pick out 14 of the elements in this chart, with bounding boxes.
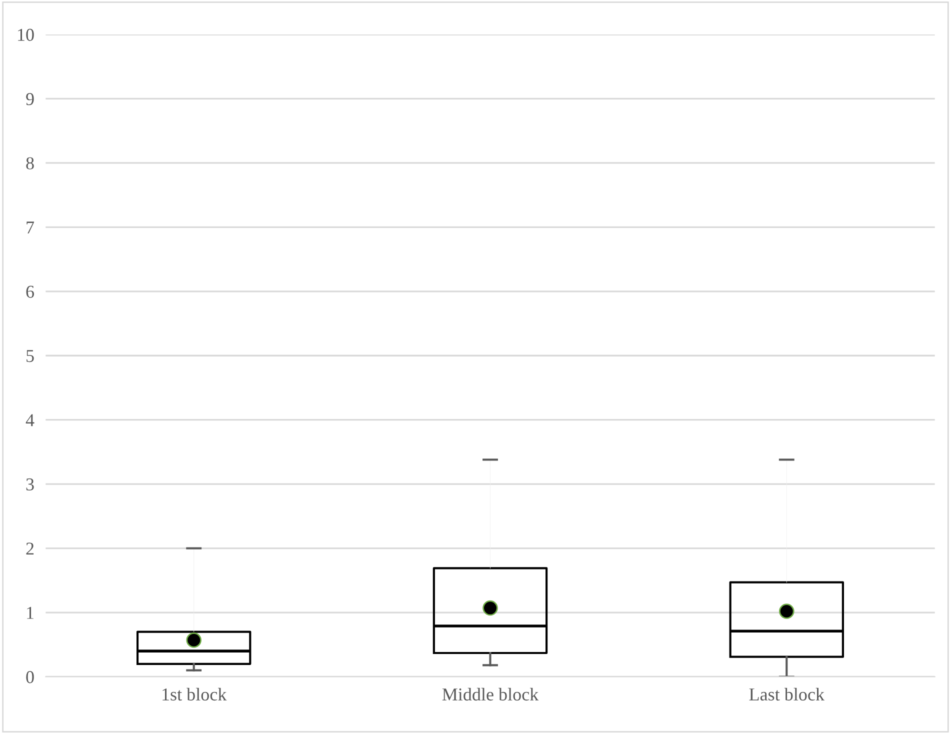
y-tick-label: 7: [26, 222, 34, 234]
x-tick-label: 1st block: [162, 688, 227, 701]
y-tick-label: 3: [26, 478, 34, 491]
y-tick-label: 9: [26, 93, 34, 106]
y-tick-label: 8: [26, 157, 34, 170]
x-tick-label: Middle block: [442, 688, 539, 701]
y-tick-label: 0: [26, 671, 34, 684]
y-tick-label: 2: [26, 542, 34, 555]
y-tick-label: 4: [26, 414, 34, 426]
y-tick-label: 1: [27, 606, 34, 619]
x-tick-label: Last block: [749, 688, 824, 701]
y-tick-label: 10: [18, 28, 34, 41]
y-tick-label: 5: [26, 350, 34, 362]
y-tick-label: 6: [26, 286, 34, 298]
